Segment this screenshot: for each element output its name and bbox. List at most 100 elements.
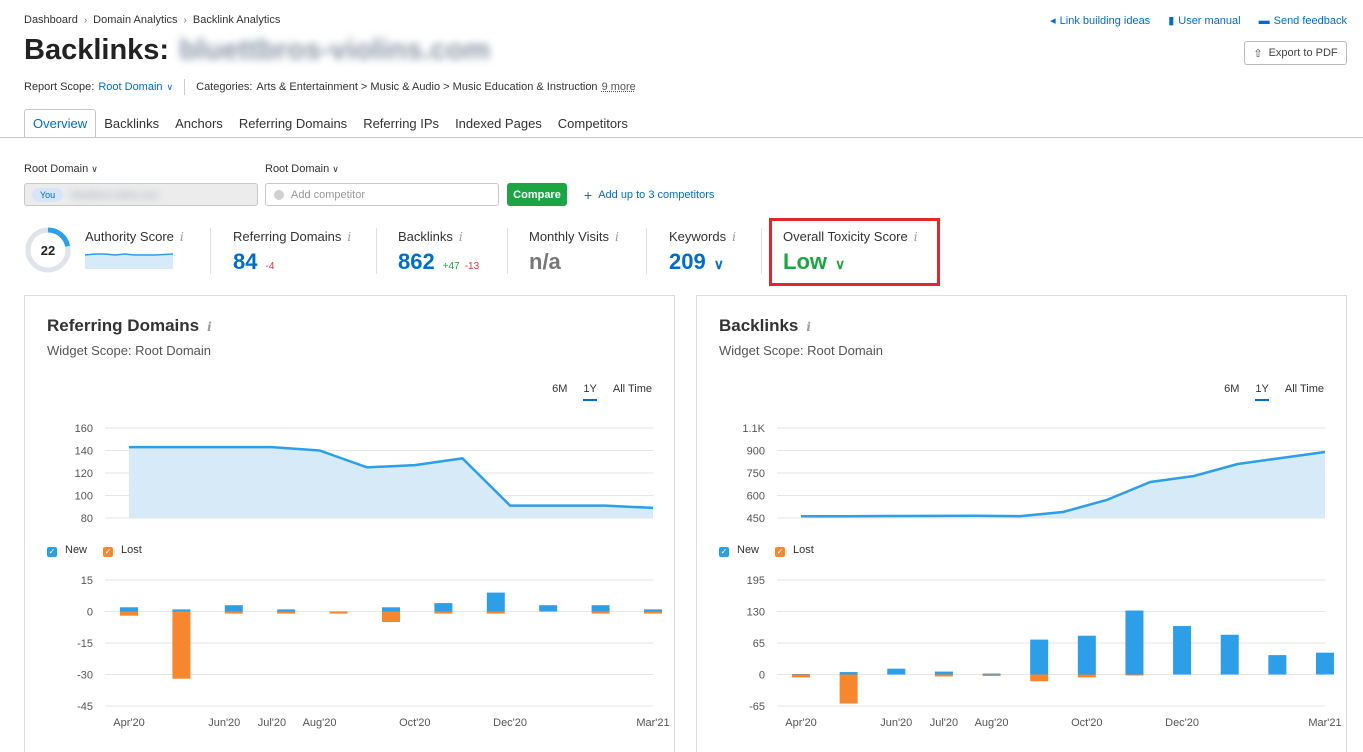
tab-competitors[interactable]: Competitors: [557, 116, 628, 131]
y-tick-label: 120: [75, 468, 93, 480]
info-icon[interactable]: i: [732, 229, 736, 244]
area-fill: [801, 452, 1325, 518]
top-links: ◂ Link building ideas ▮ User manual ▬ Send …: [1050, 14, 1347, 28]
period-all-time[interactable]: All Time: [612, 383, 652, 395]
tab-anchors[interactable]: Anchors: [175, 116, 223, 131]
categories-more-link[interactable]: 9 more: [601, 81, 636, 93]
bar-new: [1077, 635, 1096, 675]
x-tick-label: Apr'20: [113, 717, 144, 729]
legend-lost[interactable]: ✓ Lost: [103, 544, 142, 557]
breadcrumb: Dashboard › Domain Analytics › Backlink …: [24, 14, 280, 26]
bar-lost: [120, 611, 138, 616]
authority-score-ring: 22: [25, 227, 71, 273]
chevron-down-icon: ∨: [91, 163, 98, 174]
series-line: [801, 450, 1326, 518]
y-tick-label: 160: [75, 423, 93, 435]
keywords-value: 209: [669, 249, 706, 274]
bar-new: [644, 609, 662, 612]
x-tick-label: Aug'20: [975, 717, 1009, 729]
breadcrumb-dashboard[interactable]: Dashboard: [24, 14, 78, 26]
bar-new: [277, 609, 296, 612]
period-1y[interactable]: 1Y: [1255, 383, 1269, 401]
keywords-metric[interactable]: 209 ∨: [669, 249, 724, 275]
y-tick-label: -15: [77, 638, 93, 650]
authority-score-label: Authority Score i: [85, 229, 184, 244]
info-icon[interactable]: i: [913, 229, 918, 244]
export-pdf-button[interactable]: ⇧ Export to PDF: [1244, 41, 1347, 65]
referring-domains-value: 84: [233, 249, 258, 274]
legend-new[interactable]: ✓ New: [47, 544, 88, 557]
backlinks-widget: Backlinks i Widget Scope: Root Domain 6M …: [696, 295, 1347, 752]
metric-divider: [646, 228, 647, 274]
x-tick-label: Mar'21: [1308, 717, 1341, 729]
book-icon: ▮: [1168, 15, 1175, 27]
backlinks-metric[interactable]: 862 +47 -13: [398, 249, 479, 275]
categories-value: Arts & Entertainment > Music & Audio > M…: [256, 81, 598, 93]
breadcrumb-domain-analytics[interactable]: Domain Analytics: [93, 14, 178, 26]
period-all-time[interactable]: All Time: [1284, 383, 1324, 395]
toxicity-highlight-box: [769, 218, 940, 286]
bar-new: [539, 605, 558, 612]
bar-lost: [839, 674, 858, 704]
period-selector: 6M 1Y All Time: [1224, 383, 1324, 401]
bar-new: [434, 603, 453, 612]
x-tick-label: Dec'20: [493, 717, 527, 729]
referring-domains-widget: Referring Domains i Widget Scope: Root Do…: [24, 295, 675, 752]
scope-dropdown-competitor[interactable]: Root Domain ∨: [265, 163, 339, 175]
period-6m[interactable]: 6M: [552, 383, 568, 395]
color-dot-icon: [274, 189, 284, 200]
metric-divider: [210, 228, 211, 274]
backlinks-new: +47: [442, 261, 460, 272]
referring-domains-metric[interactable]: 84 -4: [233, 249, 274, 275]
info-icon[interactable]: i: [179, 229, 184, 244]
info-icon[interactable]: i: [207, 320, 212, 334]
toxicity-score-value: Low: [783, 249, 827, 274]
bar-lost: [644, 611, 662, 614]
bar-new: [1125, 610, 1144, 675]
compare-button[interactable]: Compare: [507, 183, 567, 206]
send-feedback-link[interactable]: ▬ Send feedback: [1258, 14, 1347, 27]
chevron-down-icon[interactable]: ∨: [166, 81, 174, 92]
tab-indexed-pages[interactable]: Indexed Pages: [455, 116, 542, 131]
x-tick-label: Aug'20: [303, 717, 337, 729]
bar-new: [486, 592, 505, 612]
tab-referring-ips[interactable]: Referring IPs: [363, 116, 440, 131]
you-domain-value: bluettbros-violins.com: [71, 189, 159, 200]
period-6m[interactable]: 6M: [1224, 383, 1240, 395]
x-tick-label: Jun'20: [880, 717, 912, 729]
add-competitors-link[interactable]: + Add up to 3 competitors: [584, 187, 715, 203]
competitor-input[interactable]: Add competitor: [265, 183, 499, 206]
info-icon[interactable]: i: [806, 320, 811, 334]
info-icon[interactable]: i: [347, 229, 352, 244]
tab-referring-domains[interactable]: Referring Domains: [238, 116, 348, 131]
page-title: Backlinks: bluettbros-violins.com: [24, 34, 491, 66]
backlinks-lost: -13: [464, 261, 480, 272]
info-icon[interactable]: i: [458, 229, 463, 244]
bar-new: [1173, 626, 1192, 675]
keywords-label: Keywords i: [669, 229, 736, 244]
bar-new: [839, 672, 858, 675]
scope-dropdown-you[interactable]: Root Domain ∨: [24, 163, 98, 175]
megaphone-icon: ◂: [1050, 15, 1056, 27]
tab-backlinks[interactable]: Backlinks: [104, 116, 160, 131]
tab-overview[interactable]: Overview: [24, 109, 97, 138]
export-icon: ⇧: [1253, 47, 1263, 60]
period-selector: 6M 1Y All Time: [552, 383, 652, 401]
legend-lost[interactable]: ✓ Lost: [775, 544, 814, 557]
report-scope-dropdown[interactable]: Root Domain: [98, 81, 163, 93]
bar-lost: [934, 674, 953, 677]
bar-lost: [434, 611, 453, 614]
info-icon[interactable]: i: [614, 229, 619, 244]
report-scope-label: Report Scope:: [24, 81, 95, 93]
user-manual-link[interactable]: ▮ User manual: [1168, 14, 1241, 28]
x-tick-label: Mar'21: [636, 717, 669, 729]
report-scope-bar: Report Scope: Root Domain ∨ Categories: …: [24, 79, 636, 95]
legend-new[interactable]: ✓ New: [719, 544, 760, 557]
y-tick-label: 140: [75, 446, 93, 458]
y-tick-label: -45: [77, 701, 93, 713]
toxicity-score-metric[interactable]: Low ∨: [783, 249, 845, 275]
period-1y[interactable]: 1Y: [583, 383, 597, 401]
link-building-ideas-link[interactable]: ◂ Link building ideas: [1050, 14, 1151, 28]
bar-new: [982, 673, 1001, 675]
backlinks-area-chart: 1.1K 900 750 600 450: [742, 423, 1326, 525]
